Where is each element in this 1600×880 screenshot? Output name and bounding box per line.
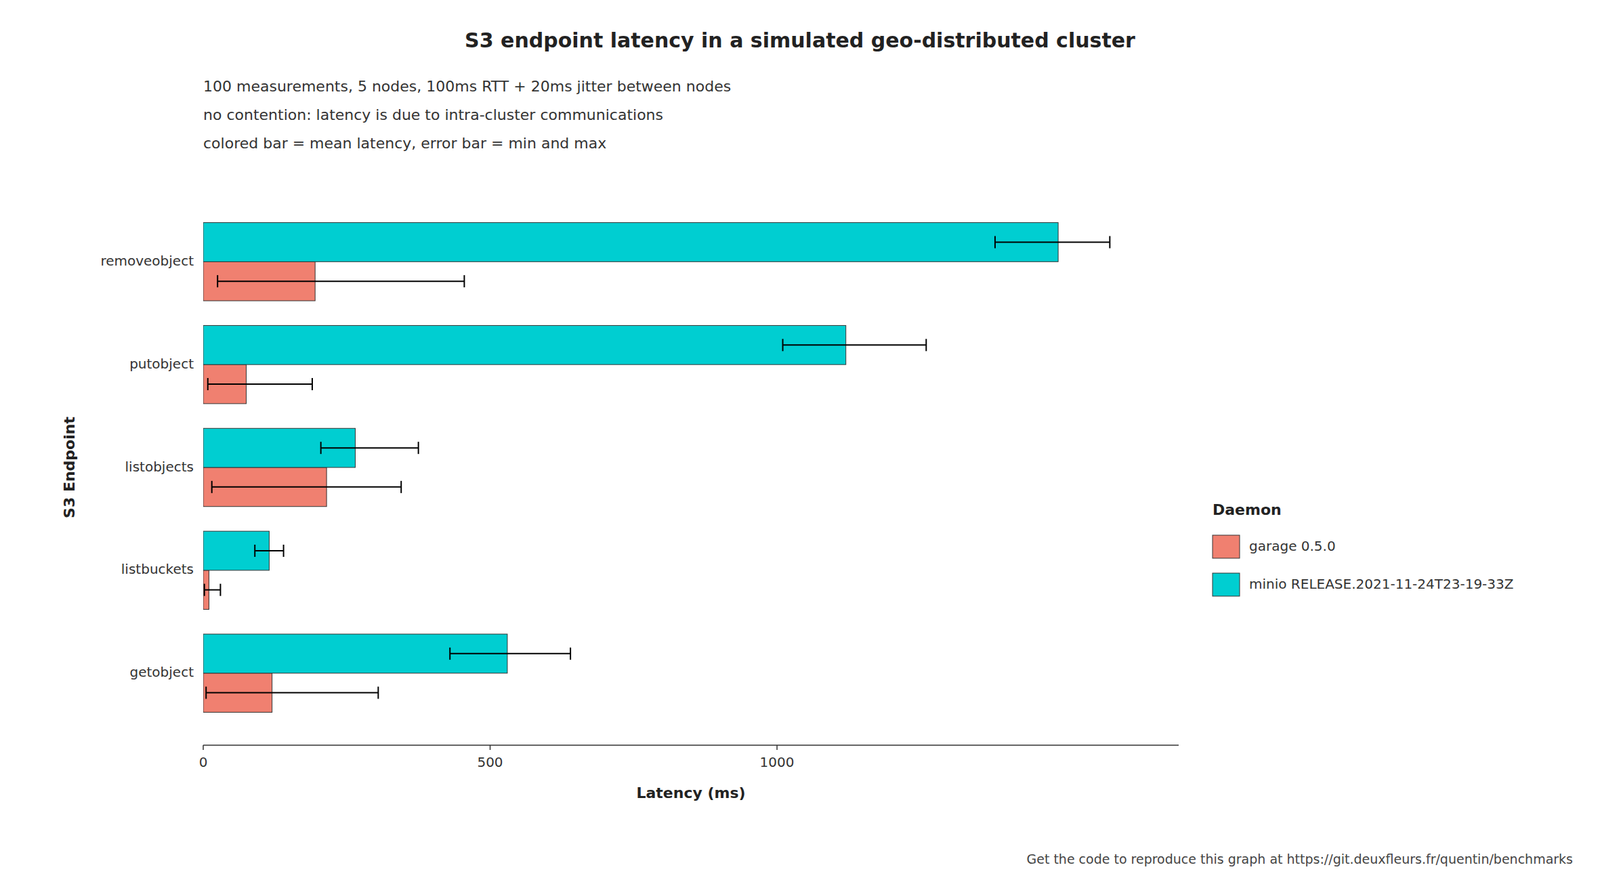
category-label: listobjects (125, 458, 194, 475)
error-cap (311, 377, 313, 391)
error-cap (320, 441, 322, 454)
subtitle: colored bar = mean latency, error bar = … (203, 134, 607, 152)
error-bar (321, 441, 419, 454)
error-bar (995, 235, 1110, 248)
error-line (207, 383, 313, 385)
footnote: Get the code to reproduce this graph at … (1026, 851, 1573, 867)
bar (203, 222, 1059, 263)
x-tick-label: 1000 (760, 753, 795, 771)
error-cap (283, 544, 285, 557)
title: S3 endpoint latency in a simulated geo-d… (464, 28, 1136, 53)
x-tick-label: 0 (199, 753, 208, 771)
error-line (995, 241, 1110, 243)
error-bar (204, 583, 221, 597)
category-label: putobject (129, 355, 194, 372)
legend-swatch (1212, 573, 1240, 597)
category-label: getobject (130, 663, 195, 681)
error-cap (219, 583, 221, 597)
error-bar (205, 686, 378, 700)
error-cap (1108, 235, 1111, 248)
bars (203, 222, 1110, 713)
error-line (449, 653, 571, 655)
legend-title: Daemon (1212, 501, 1282, 519)
error-cap (782, 338, 784, 351)
y-axis-label: S3 Endpoint (60, 416, 78, 519)
x-axis (203, 744, 1179, 746)
error-bar (217, 275, 465, 288)
category-label: removeobject (100, 252, 194, 269)
subtitle: 100 measurements, 5 nodes, 100ms RTT + 2… (203, 77, 731, 95)
error-cap (417, 441, 420, 454)
error-cap (463, 275, 465, 288)
error-line (205, 692, 378, 694)
error-cap (203, 583, 206, 597)
bar (203, 325, 847, 365)
error-line (217, 280, 465, 282)
x-tick (489, 745, 492, 750)
error-cap (205, 686, 207, 700)
x-tick (776, 745, 778, 750)
error-line (783, 344, 927, 346)
legend-label: minio RELEASE.2021-11-24T23-19-33Z (1249, 575, 1514, 593)
error-cap (400, 480, 402, 494)
legend-label: garage 0.5.0 (1249, 537, 1336, 555)
error-cap (254, 544, 256, 557)
subtitle: no contention: latency is due to intra-c… (203, 106, 664, 124)
error-bar (212, 480, 402, 494)
x-tick (202, 745, 204, 750)
error-line (321, 447, 419, 449)
legend-swatch (1212, 535, 1240, 559)
error-cap (211, 480, 213, 494)
error-cap (569, 647, 572, 660)
error-bar (207, 377, 313, 391)
error-line (204, 589, 221, 591)
error-line (254, 550, 284, 552)
error-cap (377, 686, 379, 700)
category-label: listbuckets (121, 560, 194, 578)
error-bar (254, 544, 284, 557)
x-tick-label: 500 (476, 753, 503, 771)
error-line (212, 486, 402, 488)
legend: Daemon garage 0.5.0 minio RELEASE.2021-11-… (1212, 501, 1514, 597)
error-bar (783, 338, 927, 351)
error-cap (207, 377, 209, 391)
error-cap (449, 647, 451, 660)
error-cap (925, 338, 927, 351)
error-bar (449, 647, 571, 660)
chart: S3 endpoint latency in a simulated geo-d… (0, 0, 1600, 880)
error-cap (994, 235, 996, 248)
error-cap (216, 275, 219, 288)
x-axis-label: Latency (ms) (636, 784, 746, 802)
